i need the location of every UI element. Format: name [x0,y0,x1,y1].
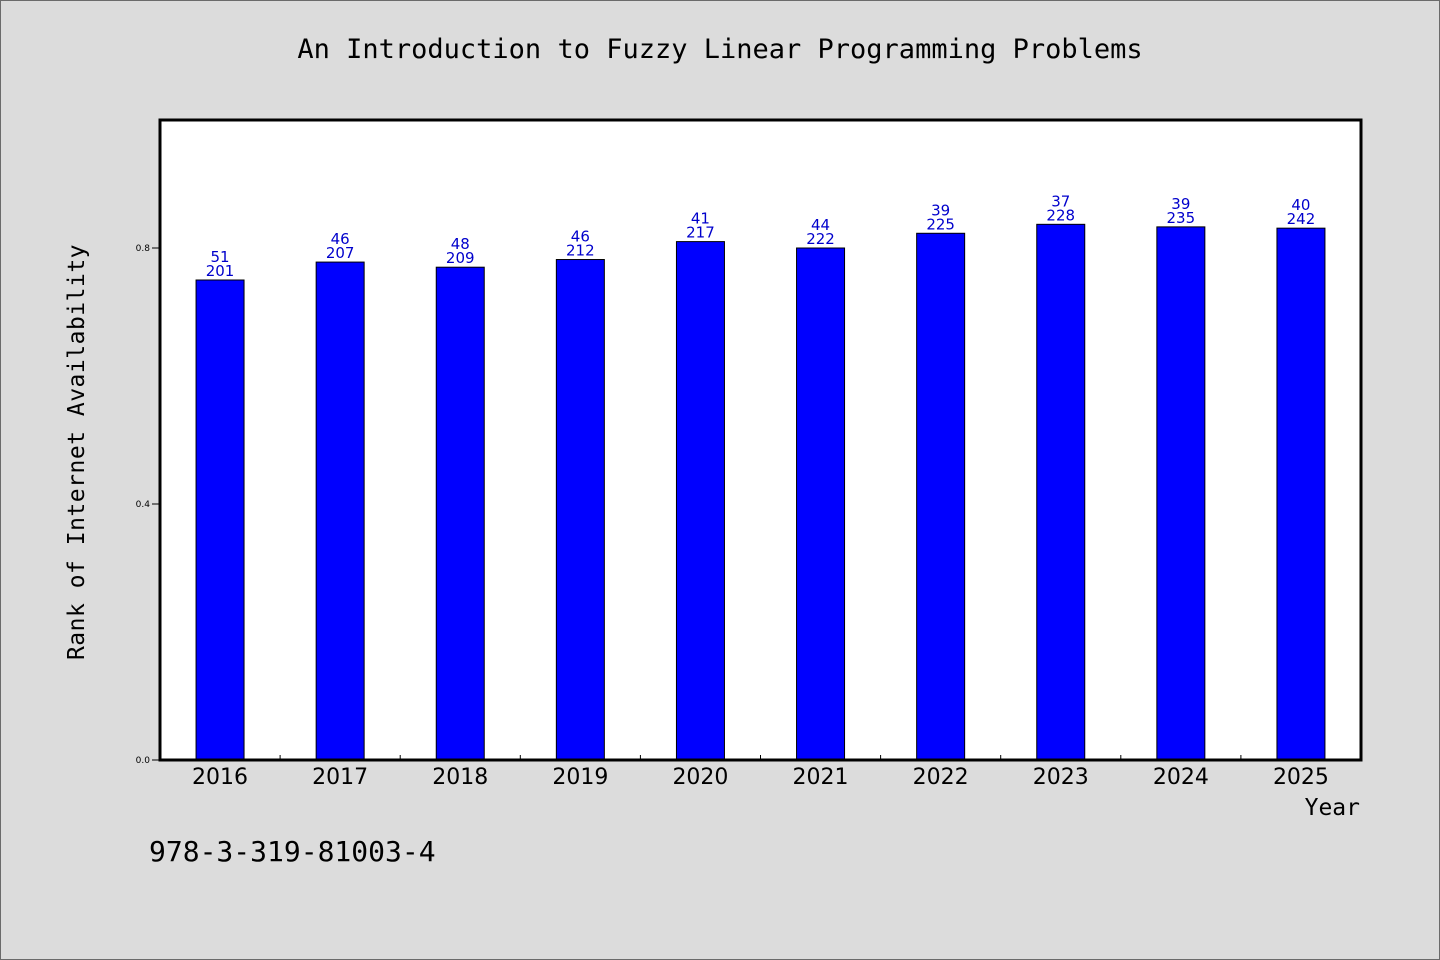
y-tick-label-0.4: 0.4 [136,500,151,510]
plot-border [158,118,1363,762]
y-tick-label-0.0: 0.0 [136,756,151,766]
data-label-bottom-2016: 201 [206,262,235,280]
chart-title: An Introduction to Fuzzy Linear Programm… [297,34,1143,65]
data-label-bottom-2021: 222 [806,230,835,248]
x-tick-label-2022: 2022 [913,765,969,790]
data-label-top-2018: 48 [451,235,470,253]
data-label-top-2020: 41 [691,210,710,228]
bar-2017 [315,261,365,761]
x-tick-label-2019: 2019 [552,765,608,790]
isbn-text: 978-3-319-81003-4 [149,835,436,868]
data-label-top-2019: 46 [571,228,590,246]
bar-2016 [195,279,245,761]
x-tick-label-2020: 2020 [672,765,728,790]
y-tick-label-0.8: 0.8 [136,244,151,254]
x-tick-label-2017: 2017 [312,765,368,790]
data-label-bottom-2023: 228 [1046,206,1075,224]
data-label-top-2024: 39 [1171,195,1190,213]
data-label-top-2022: 39 [931,201,950,219]
data-label-bottom-2024: 235 [1167,209,1196,227]
data-label-top-2021: 44 [811,216,830,234]
bar-2021 [796,247,846,761]
data-label-top-2016: 51 [211,248,230,266]
data-label-bottom-2020: 217 [686,224,715,242]
bar-2018 [435,266,485,761]
bar-2024 [1156,226,1206,761]
data-label-top-2023: 37 [1051,192,1070,210]
axes-group: 2016 2017 2018 2019 2020 2021 2022 2023 2024 2025… [136,244,1329,790]
x-tick-label-2023: 2023 [1033,765,1089,790]
data-label-bottom-2017: 207 [326,244,355,262]
data-label-top-2025: 40 [1291,196,1310,214]
data-label-bottom-2022: 225 [926,215,955,233]
data-label-top-2017: 46 [331,230,350,248]
x-axis-label: Year [1304,795,1360,821]
data-label-bottom-2025: 242 [1287,210,1316,228]
bar-2025 [1276,227,1326,761]
data-label-bottom-2019: 212 [566,242,595,260]
bars-group [195,223,1326,761]
x-tick-label-2021: 2021 [793,765,849,790]
data-label-bottom-2018: 209 [446,249,475,267]
x-tick-label-2016: 2016 [192,765,248,790]
x-tick-label-2018: 2018 [432,765,488,790]
bar-2020 [675,241,725,761]
x-tick-label-2025: 2025 [1273,765,1329,790]
bar-2022 [916,232,966,761]
bar-2019 [555,259,605,761]
bar-2023 [1036,223,1086,761]
x-tick-label-2024: 2024 [1153,765,1209,790]
